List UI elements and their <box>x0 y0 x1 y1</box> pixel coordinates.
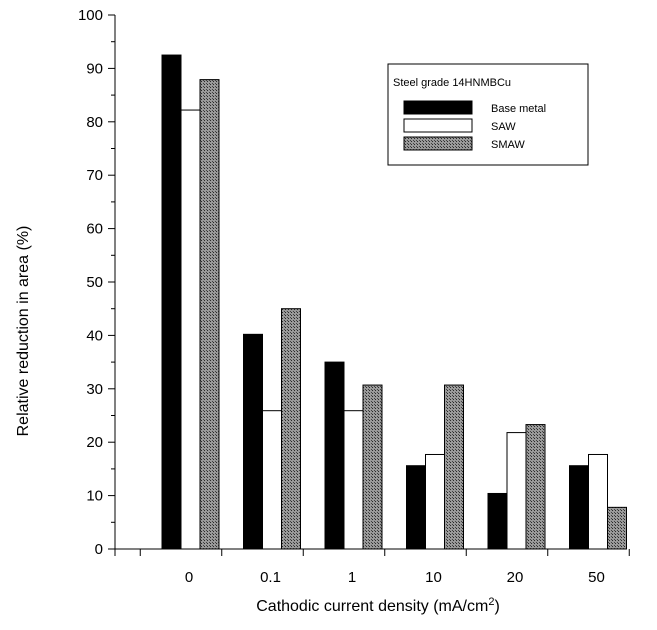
y-tick-label: 80 <box>86 114 103 131</box>
x-axis: 0 0.1 1 10 20 50 <box>114 548 630 586</box>
bar-smaw-0 <box>199 79 220 550</box>
y-tick-label: 50 <box>86 274 103 291</box>
y-tick-label: 10 <box>86 488 103 505</box>
y-axis: 0 10 20 30 40 50 60 70 80 90 100 <box>78 7 116 558</box>
x-tick-label: 50 <box>588 569 605 586</box>
bar-saw-0.1 <box>262 410 282 550</box>
y-tick-label: 30 <box>86 381 103 398</box>
y-tick-label: 60 <box>86 221 103 238</box>
legend-swatch-smaw <box>403 136 473 151</box>
bar-base-metal-1 <box>324 361 345 550</box>
y-tick-label: 40 <box>86 327 103 344</box>
bars <box>161 54 627 550</box>
x-axis-title-main: Cathodic current density (mA/cm <box>256 598 488 615</box>
x-tick-label: 10 <box>425 569 442 586</box>
x-tick-label: 20 <box>507 569 524 586</box>
bar-base-metal-50 <box>569 465 589 550</box>
legend-swatch-saw <box>403 118 473 133</box>
x-axis-title-superscript: 2 <box>488 596 494 608</box>
y-axis-title: Relative reduction in area (%) <box>15 226 32 437</box>
y-tick-label: 90 <box>86 60 103 77</box>
legend-title: Steel grade 14HNMBCu <box>393 77 511 89</box>
x-tick-label: 0.1 <box>260 569 281 586</box>
bar-saw-0 <box>180 109 201 550</box>
bar-base-metal-0 <box>161 54 182 550</box>
bar-saw-1 <box>343 410 364 550</box>
bar-smaw-0.1 <box>281 308 301 550</box>
x-tick-label: 1 <box>348 569 356 586</box>
legend-swatch-base-metal <box>403 100 473 115</box>
x-axis-title-close: ) <box>494 598 499 615</box>
legend-label-smaw: SMAW <box>491 139 525 151</box>
bar-smaw-20 <box>525 424 546 550</box>
y-tick-label: 20 <box>86 434 103 451</box>
bar-saw-10 <box>425 453 445 550</box>
bar-base-metal-10 <box>406 465 426 550</box>
bar-saw-20 <box>506 432 527 550</box>
y-tick-label: 0 <box>95 541 103 558</box>
bar-base-metal-0.1 <box>243 333 263 550</box>
bar-saw-50 <box>588 453 608 550</box>
bar-smaw-50 <box>607 506 627 550</box>
bar-smaw-1 <box>362 384 383 550</box>
bar-smaw-10 <box>444 384 464 550</box>
legend: Steel grade 14HNMBCu Base metal SAW SMAW <box>387 63 589 166</box>
legend-label-base-metal: Base metal <box>491 103 546 115</box>
x-axis-title: Cathodic current density (mA/cm2) <box>256 596 500 615</box>
x-tick-label: 0 <box>185 569 193 586</box>
y-tick-label: 100 <box>78 7 103 24</box>
y-tick-label: 70 <box>86 167 103 184</box>
legend-label-saw: SAW <box>491 121 516 133</box>
bar-base-metal-20 <box>487 492 508 550</box>
